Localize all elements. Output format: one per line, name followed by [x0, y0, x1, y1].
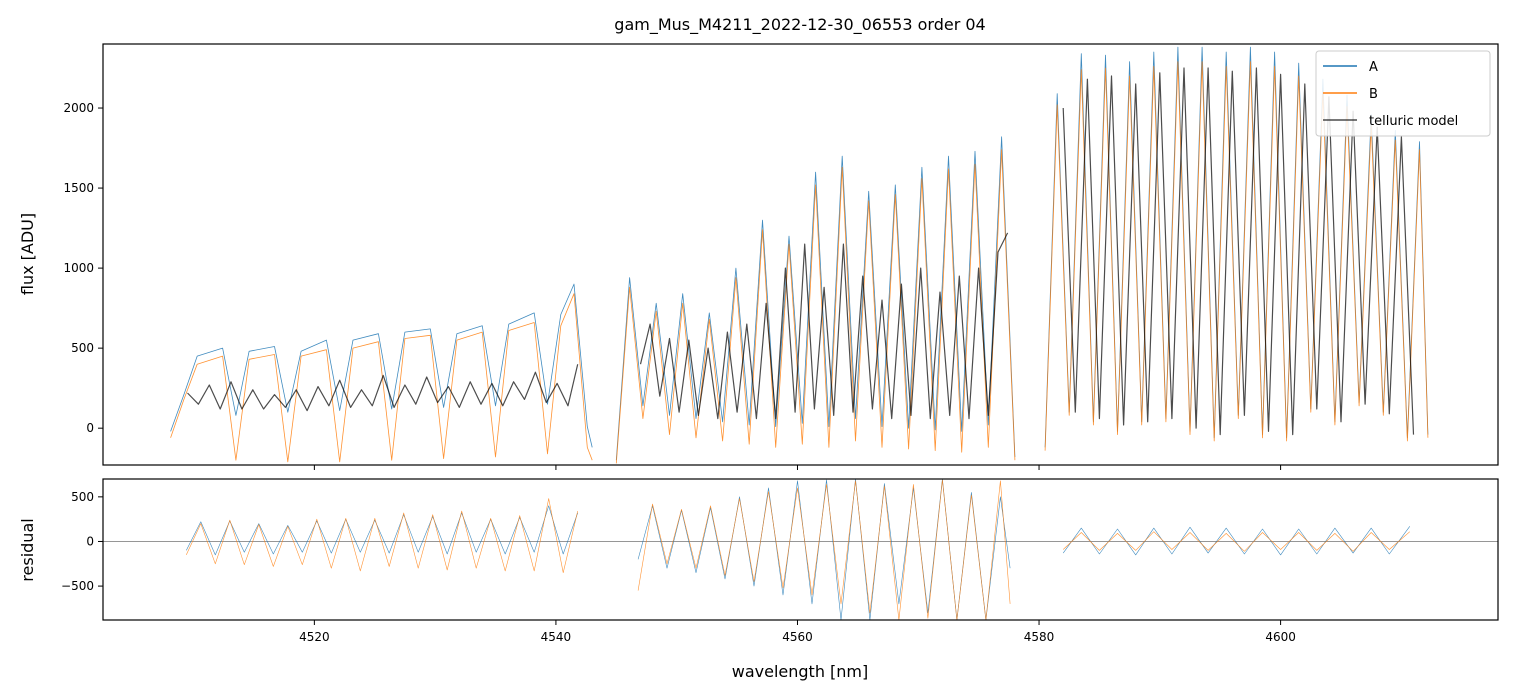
residual-panel: −500 0 500 4520 4540 4560 4580 4600 residual w… [18, 478, 1499, 681]
y-tick-label: 500 [71, 490, 94, 504]
x-axis-label: wavelength [nm] [732, 662, 869, 681]
y-tick-label: 0 [86, 421, 94, 435]
residual-x-ticks: 4520 4540 4560 4580 4600 [299, 620, 1296, 644]
legend-label-telluric: telluric model [1369, 114, 1458, 129]
flux-series-telluric-model-segment-3 [1062, 67, 1415, 436]
flux-series-b-segment-1 [170, 293, 593, 463]
residual-axes-frame [102, 478, 1499, 621]
flux-series-telluric-model-segment-2 [639, 232, 1009, 420]
flux-y-label: flux [ADU] [18, 213, 37, 295]
residual-y-label: residual [18, 518, 37, 581]
chart-title: gam_Mus_M4211_2022-12-30_06553 order 04 [614, 15, 985, 35]
flux-panel: 0 500 1000 1500 2000 flux [ADU] A B telluric… [18, 43, 1499, 470]
residual-series-b-segment-3 [1062, 531, 1410, 552]
flux-series-group [170, 46, 1429, 464]
x-tick-label: 4560 [782, 630, 813, 644]
x-tick-label: 4580 [1024, 630, 1055, 644]
flux-axes-frame [102, 43, 1499, 466]
x-tick-label: 4600 [1265, 630, 1296, 644]
flux-x-ticks [313, 465, 1282, 470]
residual-series-group [186, 479, 1411, 620]
y-tick-label: 2000 [63, 101, 94, 115]
residual-series-b-segment-1 [186, 498, 578, 574]
flux-series-b-segment-2 [615, 149, 1016, 464]
flux-series-b-segment-3 [1044, 61, 1429, 451]
residual-y-ticks: −500 0 500 [61, 490, 103, 593]
residual-series-b-segment-2 [637, 479, 1011, 620]
flux-series-a-segment-1 [170, 283, 593, 448]
legend-box [1315, 50, 1491, 137]
legend-label-b: B [1369, 87, 1378, 102]
residual-series-a-segment-3 [1062, 526, 1411, 556]
legend-label-a: A [1369, 60, 1378, 75]
x-tick-label: 4520 [299, 630, 330, 644]
legend: A B telluric model [1315, 50, 1491, 137]
flux-series-telluric-model-segment-1 [187, 364, 579, 412]
flux-y-ticks: 0 500 1000 1500 2000 [63, 101, 103, 435]
residual-series-a-segment-1 [186, 505, 578, 556]
y-tick-label: 1500 [63, 181, 94, 195]
y-tick-label: −500 [61, 579, 94, 593]
y-tick-label: 0 [86, 534, 94, 548]
y-tick-label: 1000 [63, 261, 94, 275]
x-tick-label: 4540 [541, 630, 572, 644]
y-tick-label: 500 [71, 341, 94, 355]
flux-series-a-segment-2 [615, 136, 1016, 461]
